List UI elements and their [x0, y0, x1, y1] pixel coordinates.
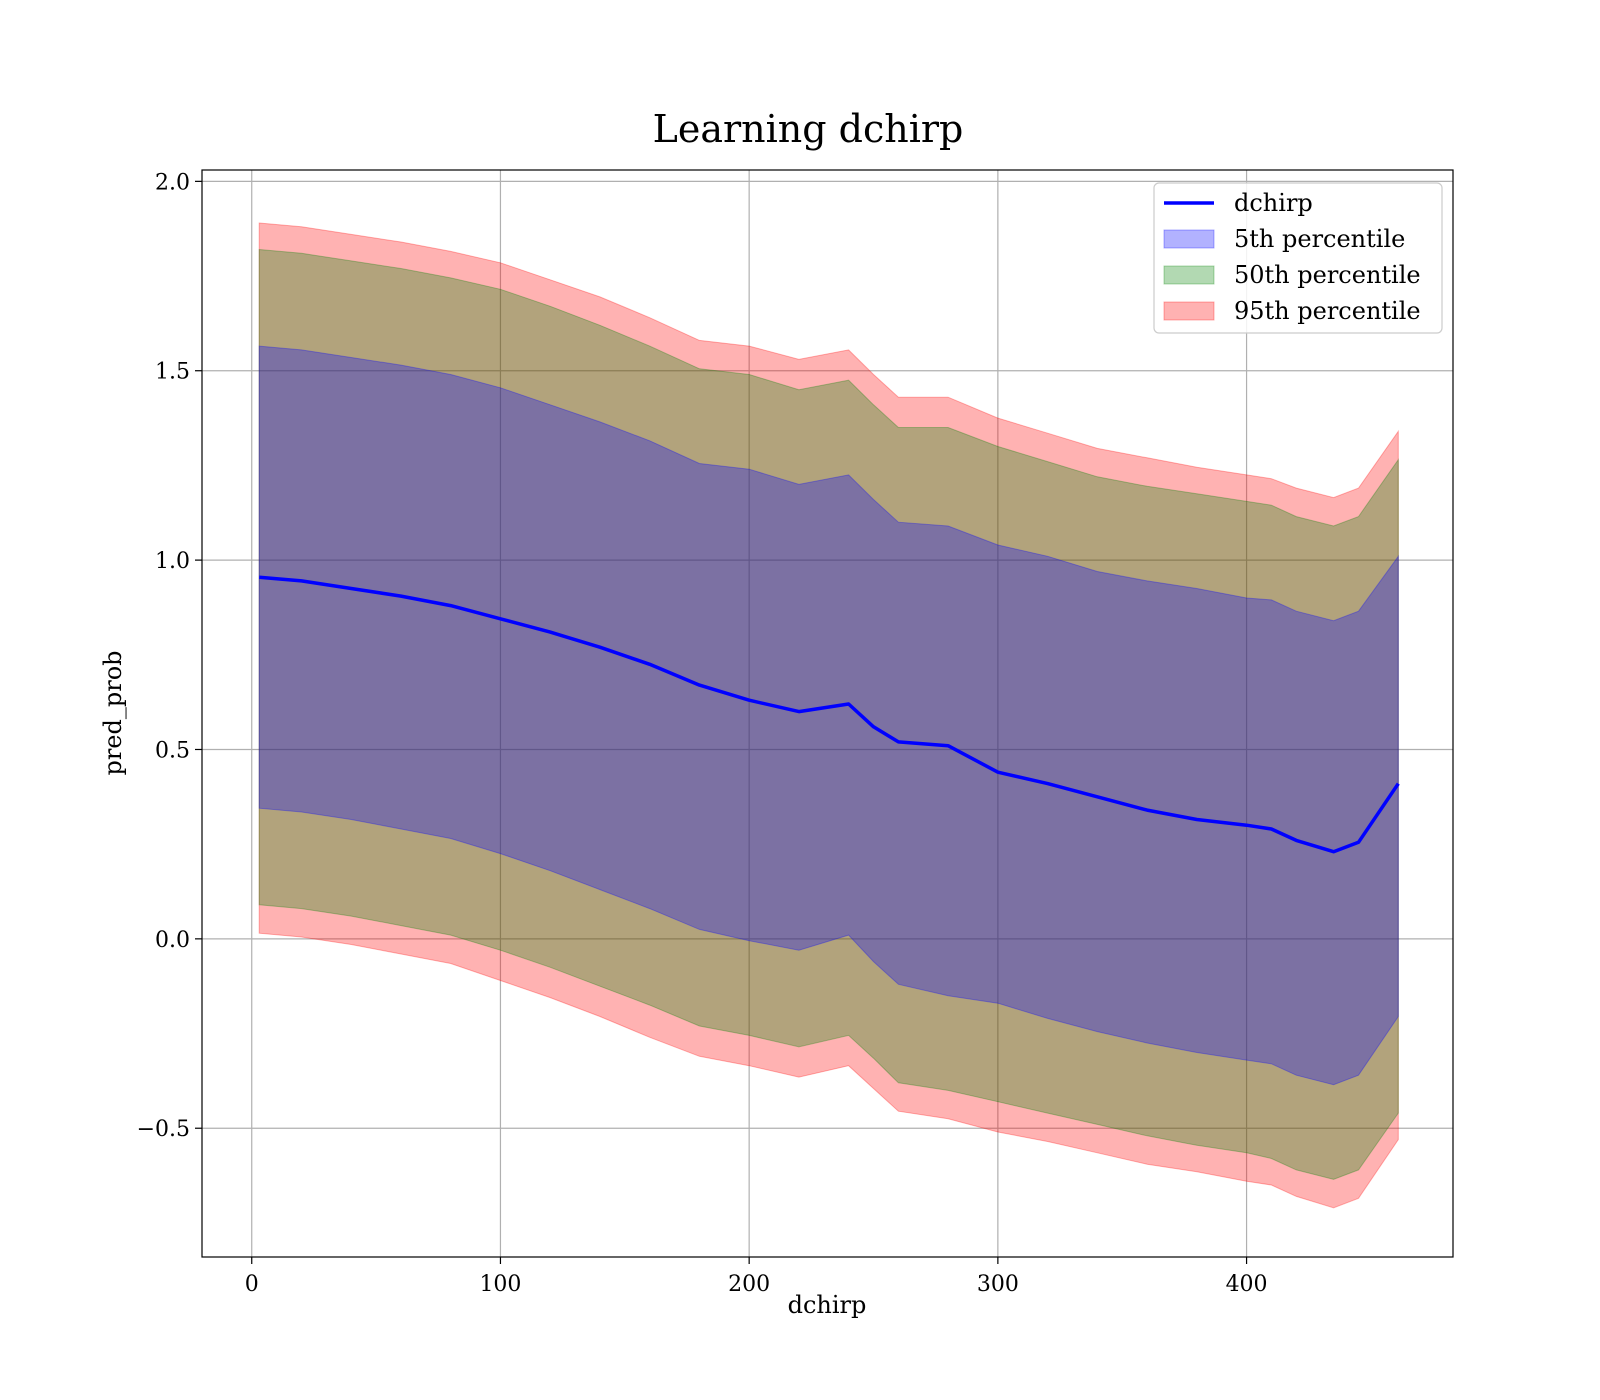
legend-label: 50th percentile — [1234, 261, 1421, 289]
legend-swatch — [1163, 301, 1215, 321]
percentile-bands — [258, 222, 1399, 1209]
x-axis-label: dchirp — [788, 1291, 867, 1319]
series-lines — [259, 575, 1400, 854]
y-tick-label: 1.5 — [155, 360, 190, 385]
band-5th-percentile — [258, 345, 1399, 1086]
legend-box — [1153, 182, 1443, 334]
band-50th-percentile — [258, 248, 1399, 1180]
x-tick-label: 200 — [728, 1272, 770, 1297]
chart-title: Learning dchirp — [653, 107, 964, 151]
y-tick-label: 2.0 — [155, 170, 190, 195]
legend-label: 95th percentile — [1234, 297, 1421, 325]
legend-swatch — [1163, 229, 1215, 249]
y-tick-label: 1.0 — [155, 549, 190, 574]
x-tick-label: 300 — [977, 1272, 1019, 1297]
y-axis-label: pred_prob — [99, 650, 127, 775]
grid-lines — [202, 170, 1453, 1257]
legend-label: 5th percentile — [1234, 225, 1405, 253]
y-tick-label: 0.5 — [155, 738, 190, 763]
x-tick-label: 400 — [1226, 1272, 1268, 1297]
y-tick-label: 0.0 — [155, 928, 190, 953]
legend-label: dchirp — [1234, 189, 1313, 217]
y-axis-ticks: −0.5 0.0 0.5 1.0 1.5 2.0 — [137, 170, 202, 1142]
legend: dchirp 5th percentile 50th percentile 95th … — [1153, 182, 1443, 334]
x-axis-ticks: 0 100 200 300 400 — [245, 1257, 1268, 1297]
legend-swatch — [1163, 265, 1215, 285]
band-95th-percentile — [258, 222, 1399, 1209]
series-line-dchirp — [259, 575, 1400, 854]
y-tick-label: −0.5 — [137, 1117, 190, 1142]
x-tick-label: 0 — [245, 1272, 259, 1297]
x-tick-label: 100 — [479, 1272, 521, 1297]
plot-frame — [201, 169, 1454, 1258]
